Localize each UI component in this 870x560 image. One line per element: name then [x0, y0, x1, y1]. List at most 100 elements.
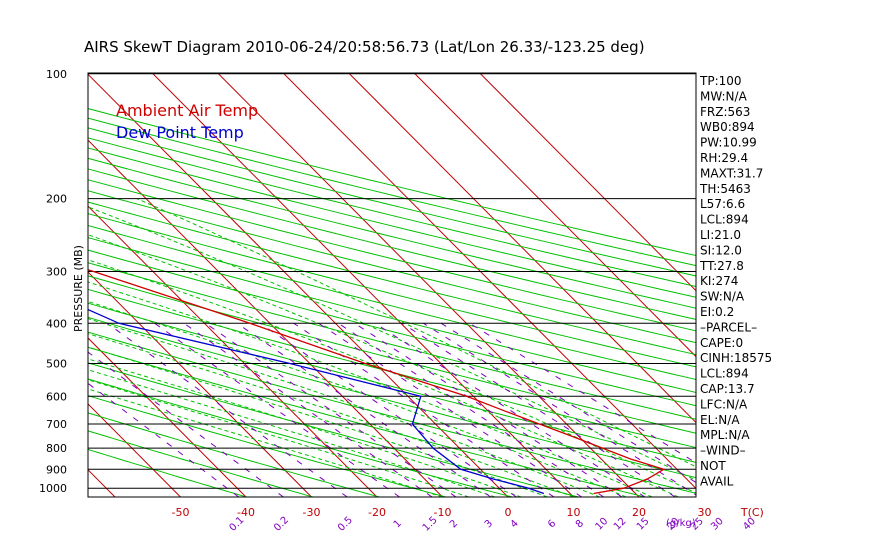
- pressure-tick-labels: 100 200 300 400 500 600 700 800 900 1000: [39, 68, 67, 495]
- dry-adiabat-line: [88, 224, 696, 380]
- dry-adiabat-line: [88, 147, 696, 298]
- mixing-ratio-line: [354, 322, 623, 497]
- stability-index-label: KI:274: [700, 274, 738, 288]
- moist-adiabat-line: [88, 300, 627, 497]
- dry-adiabat-line: [88, 127, 696, 277]
- mixing-ratio-line: [205, 322, 457, 497]
- dry-adiabat-line: [88, 362, 579, 497]
- stability-index-label: CINH:18575: [700, 351, 772, 365]
- stability-index-label: CAPE:0: [700, 336, 743, 350]
- moist-adiabat-line: [88, 358, 522, 497]
- isotherm-line: [88, 337, 247, 497]
- moist-adiabat-line: [136, 198, 696, 468]
- pressure-tick-label: 1000: [39, 482, 67, 495]
- moist-adiabat-line: [88, 333, 574, 497]
- mixing-ratio-line: [293, 322, 555, 497]
- dry-adiabat-line: [88, 275, 696, 434]
- mixing-ratio-line: [423, 322, 696, 496]
- mixing-ratio-line: [338, 322, 604, 497]
- dry-adiabat-line: [88, 346, 646, 497]
- dry-adiabat-line: [88, 395, 446, 497]
- moist-adiabat-line: [88, 346, 548, 497]
- mixing-ratio-line: [88, 351, 284, 497]
- pressure-tick-label: 600: [46, 390, 67, 403]
- stability-index-label: L57:6.6: [700, 197, 745, 211]
- pressure-tick-label: 100: [46, 68, 67, 81]
- bottom-temperature-tick-labels: -50 -40 -30 -20 -10 0 10 20 30 T(C): [172, 506, 764, 519]
- bottom-temperature-tick-label: -20: [368, 506, 386, 519]
- dry-adiabat-line: [88, 190, 696, 344]
- stability-index-label: LFC:N/A: [700, 397, 748, 411]
- dry-adiabat-line: [88, 331, 696, 494]
- dry-adiabat-line: [88, 412, 380, 497]
- moist-adiabat-line: [88, 281, 653, 497]
- mixing-ratio-tick-label: 2: [448, 518, 460, 530]
- mixing-ratio-tick-label: 0.2: [272, 515, 291, 534]
- mixing-ratio-line: [374, 322, 646, 497]
- pressure-tick-label: 800: [46, 442, 67, 455]
- mixing-ratio-line: [259, 322, 517, 497]
- isotherm-line: [88, 73, 509, 497]
- stability-index-label: MPL:N/A: [700, 428, 750, 442]
- mixing-ratio-tick-label: 12: [612, 516, 629, 533]
- legend-dew-point-temp: Dew Point Temp: [116, 123, 244, 142]
- moist-adiabat-line: [88, 379, 469, 497]
- stability-index-label: EI:0.2: [700, 305, 734, 319]
- stability-index-label: PW:10.99: [700, 136, 757, 150]
- mixing-ratio-line: [401, 322, 676, 497]
- stability-index-label: MW:N/A: [700, 89, 748, 103]
- stability-index-label: TH:5463: [699, 182, 751, 196]
- dry-adiabat-line: [88, 316, 696, 479]
- dry-adiabat-line: [88, 249, 696, 407]
- isotherm-line: [479, 73, 696, 292]
- dry-adiabat-line: [88, 137, 696, 287]
- isotherm-line: [217, 73, 640, 497]
- isotherm-line: [88, 139, 443, 497]
- isotherm-line: [0, 73, 50, 497]
- dry-adiabat-line: [88, 302, 696, 463]
- pressure-tick-label: 500: [46, 357, 67, 370]
- pressure-tick-label: 900: [46, 463, 67, 476]
- mixing-ratio-line: [88, 382, 240, 497]
- stability-index-label: RH:29.4: [700, 151, 748, 165]
- dry-adiabat-line: [88, 448, 247, 497]
- isotherm-line: [348, 73, 696, 424]
- moist-adiabat-line: [88, 234, 696, 494]
- bottom-temperature-tick-label: -40: [237, 506, 255, 519]
- mixing-ratio-tick-label: 10: [594, 516, 611, 533]
- mixing-ratio-tick-label: 0.5: [336, 515, 355, 534]
- dry-adiabat-line: [88, 430, 314, 497]
- bottom-temperature-tick-label: -10: [434, 506, 452, 519]
- chart-title: AIRS SkewT Diagram 2010-06-24/20:58:56.7…: [84, 38, 645, 56]
- pressure-tick-label: 200: [46, 193, 67, 206]
- stability-index-label: –PARCEL–: [700, 320, 757, 334]
- legend-ambient-air-temp: Ambient Air Temp: [116, 101, 258, 120]
- bottom-temperature-tick-label: 10: [567, 506, 581, 519]
- y-axis-label: PRESSURE (MB): [72, 245, 85, 332]
- stability-index-label: SW:N/A: [700, 290, 745, 304]
- isotherm-line: [413, 73, 696, 358]
- dew-point-temp-line: [88, 308, 545, 495]
- stability-index-label: LI:21.0: [700, 228, 741, 242]
- stability-index-label: CAP:13.7: [700, 382, 755, 396]
- bottom-temperature-tick-label: 20: [632, 506, 646, 519]
- dry-adiabat-line: [88, 108, 696, 257]
- bottom-temperature-tick-label: 30: [698, 506, 712, 519]
- bottom-temperature-tick-label: -30: [303, 506, 321, 519]
- moist-adiabat-line: [88, 318, 600, 497]
- mixing-ratio-line: [154, 322, 400, 497]
- stability-index-label: TP:100: [699, 74, 742, 88]
- pressure-tick-label: 700: [46, 418, 67, 431]
- mixing-ratio-tick-label: 30: [709, 516, 726, 533]
- mixing-ratio-tick-label: 6: [546, 518, 558, 530]
- mixing-ratio-tick-label: 1: [392, 518, 404, 530]
- bottom-temperature-tick-label: 0: [505, 506, 512, 519]
- stability-index-label: NOT: [700, 459, 726, 473]
- dry-adiabat-line: [88, 179, 696, 332]
- isotherm-line: [282, 73, 696, 490]
- mixing-ratio-tick-label: 4: [509, 518, 521, 530]
- moist-adiabat-line: [88, 259, 679, 497]
- stability-index-label: TT:27.8: [699, 259, 744, 273]
- isotherm-line: [88, 403, 181, 497]
- mixing-ratio-line: [183, 322, 433, 497]
